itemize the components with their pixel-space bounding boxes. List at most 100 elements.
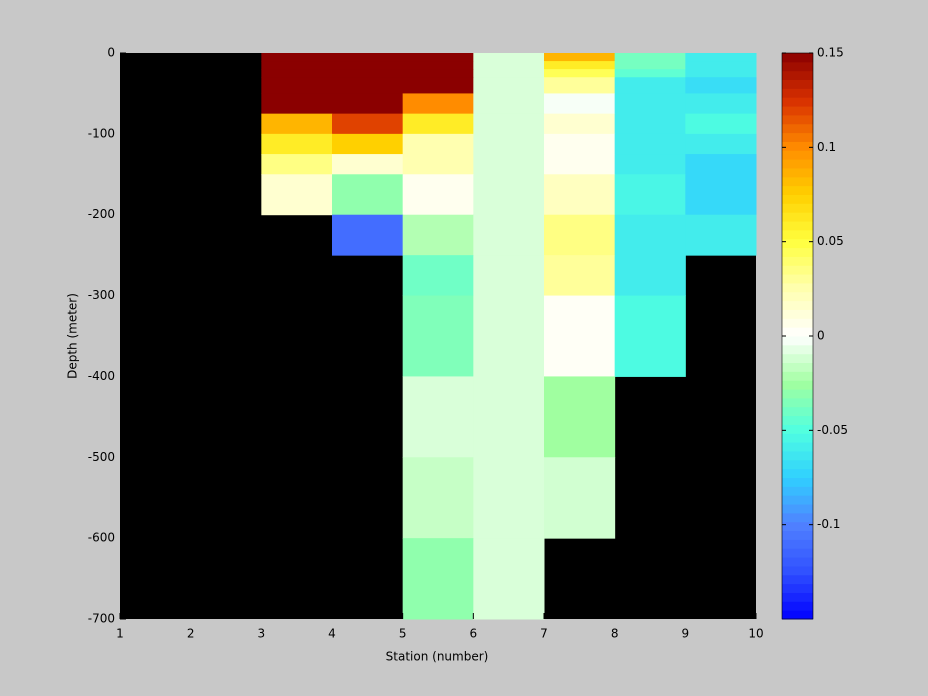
x-tick-label: 1	[116, 627, 124, 641]
heatmap-cell	[614, 214, 686, 256]
colorbar-swatch	[782, 450, 813, 461]
colorbar-tick-label: 0.1	[817, 140, 836, 154]
heatmap-cell	[261, 77, 333, 94]
colorbar-swatch	[782, 309, 813, 319]
x-tick-label: 6	[470, 627, 478, 641]
heatmap-cell	[473, 214, 545, 256]
y-tick-label: -200	[88, 207, 115, 221]
heatmap-cell	[402, 77, 474, 94]
heatmap-cell	[332, 61, 404, 70]
heatmap-cell	[402, 154, 474, 175]
heatmap-cell	[544, 214, 616, 256]
colorbar-swatch	[782, 70, 813, 81]
heatmap-cell	[544, 457, 616, 539]
heatmap-cell	[614, 61, 686, 70]
heatmap-cell	[332, 53, 404, 62]
heatmap-cell	[614, 69, 686, 78]
x-tick-label: 5	[399, 627, 407, 641]
colorbar-swatch	[782, 247, 813, 257]
colorbar-swatch	[782, 203, 813, 213]
heatmap-cell	[473, 295, 545, 377]
heatmap-cell	[685, 174, 757, 216]
heatmap-cell	[332, 133, 404, 155]
colorbar-swatch	[782, 459, 813, 470]
heatmap-cell	[544, 376, 616, 458]
colorbar-swatch	[782, 353, 813, 364]
colorbar-swatch	[782, 424, 813, 434]
heatmap-cell	[544, 174, 616, 216]
colorbar-swatch	[782, 495, 813, 505]
colorbar-swatch	[782, 557, 813, 567]
heatmap-cell	[473, 69, 545, 78]
heatmap-cell	[685, 69, 757, 78]
colorbar-swatch	[782, 344, 813, 355]
heatmap-cell	[544, 154, 616, 175]
colorbar-swatch	[782, 265, 813, 275]
heatmap-cell	[473, 133, 545, 155]
y-tick-label: 0	[107, 46, 115, 60]
heatmap-cell	[402, 69, 474, 78]
colorbar-swatch	[782, 433, 813, 443]
heatmap-cell	[544, 53, 616, 62]
heatmap-cell	[685, 133, 757, 155]
colorbar-swatch	[782, 282, 813, 293]
colorbar-swatch	[782, 327, 813, 337]
heatmap-cell	[473, 457, 545, 539]
heatmap-cell	[473, 113, 545, 135]
colorbar-swatch	[782, 574, 813, 585]
heatmap-cell	[685, 113, 757, 135]
colorbar-swatch	[782, 106, 813, 116]
y-tick-label: -500	[88, 450, 115, 464]
colorbar-swatch	[782, 539, 813, 549]
heatmap-cell	[402, 113, 474, 135]
heatmap-cell	[332, 77, 404, 94]
heatmap-cell	[261, 174, 333, 216]
heatmap-cell	[614, 174, 686, 216]
heatmap-cell	[332, 93, 404, 115]
heatmap-cell	[544, 133, 616, 155]
heatmap-cell	[332, 154, 404, 175]
heatmap-cell	[332, 69, 404, 78]
colorbar-swatch	[782, 565, 813, 576]
colorbar-swatch	[782, 176, 813, 187]
heatmap-cell	[402, 538, 474, 620]
colorbar-swatch	[782, 221, 813, 231]
heatmap-cell	[261, 61, 333, 70]
y-tick-label: -100	[88, 126, 115, 140]
heatmap-cell	[402, 295, 474, 377]
colorbar-swatch	[782, 88, 813, 98]
heatmap-cell	[685, 53, 757, 62]
colorbar-swatch	[782, 318, 813, 328]
heatmap-cell	[614, 53, 686, 62]
colorbar-swatch	[782, 415, 813, 425]
colorbar-swatch	[782, 185, 813, 195]
colorbar-swatch	[782, 371, 813, 381]
heatmap-cell	[261, 133, 333, 155]
colorbar-swatch	[782, 583, 813, 593]
heatmap-cell	[685, 93, 757, 115]
heatmap-cell	[473, 77, 545, 94]
colorbar-swatch	[782, 442, 813, 452]
x-tick-label: 8	[611, 627, 619, 641]
y-tick-label: -600	[88, 531, 115, 545]
y-axis-label: Depth (meter)	[66, 293, 80, 379]
colorbar-swatch	[782, 512, 813, 523]
colorbar-swatch	[782, 380, 813, 390]
heatmap-cell	[473, 376, 545, 458]
heatmap-cell	[614, 154, 686, 175]
heatmap-cell	[402, 53, 474, 62]
heatmap-cell	[261, 93, 333, 115]
heatmap-cell	[261, 154, 333, 175]
heatmap-cell	[402, 174, 474, 216]
colorbar-swatch	[782, 194, 813, 204]
colorbar-swatch	[782, 548, 813, 558]
colorbar-swatch	[782, 610, 813, 620]
colorbar-swatch	[782, 159, 813, 169]
heatmap-cell	[473, 154, 545, 175]
colorbar-tick-label: -0.1	[817, 517, 840, 531]
heatmap-cell	[261, 53, 333, 62]
colorbar-swatch	[782, 530, 813, 540]
colorbar-swatch	[782, 97, 813, 107]
heatmap-cell	[544, 113, 616, 135]
